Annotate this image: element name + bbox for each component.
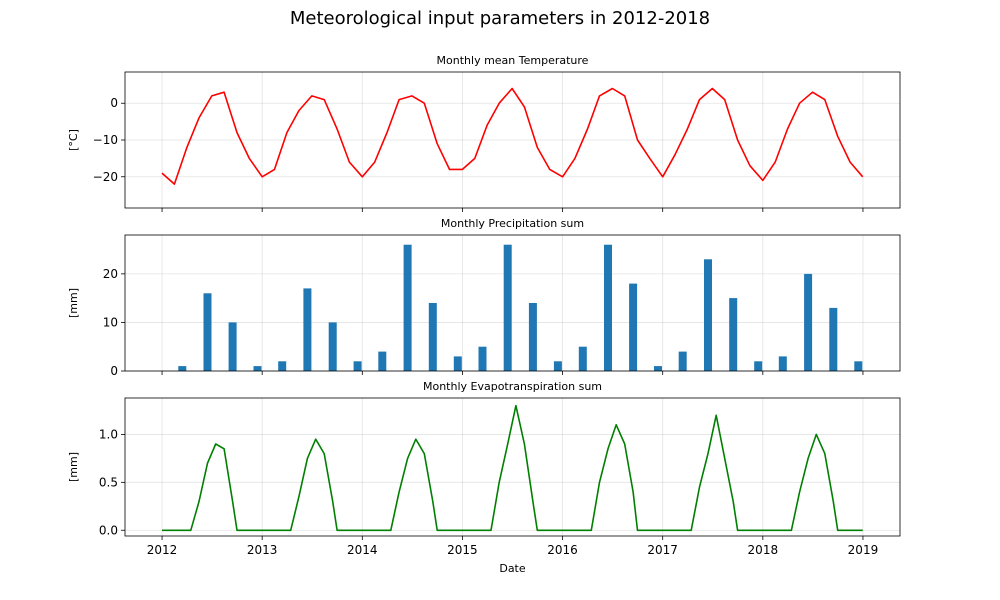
panel2-ylabel: [mm] — [67, 288, 80, 318]
panel2-bar — [854, 361, 863, 371]
panel2-bar — [203, 293, 212, 371]
panel2-ytick-label: 20 — [103, 267, 118, 281]
panel2-bar — [578, 346, 587, 371]
panel2-bar — [678, 351, 687, 371]
panel2-bar — [778, 356, 787, 371]
panel2-frame — [124, 234, 901, 372]
panel1-title: Monthly mean Temperature — [437, 54, 589, 67]
panel2-bar — [604, 244, 612, 371]
panel3-xtick-label: 2019 — [848, 543, 879, 557]
panel2-bar — [729, 298, 738, 371]
figure-title: Meteorological input parameters in 2012-… — [289, 8, 711, 29]
panel2-bar — [704, 259, 712, 371]
panel2-bar — [278, 361, 287, 371]
panel3-series-line — [162, 404, 863, 532]
panel2-bar — [453, 356, 462, 371]
panel1-series-line — [161, 87, 864, 185]
panel3-xtick-label: 2015 — [447, 543, 478, 557]
panel3-ytick-label: 1.0 — [99, 427, 118, 441]
panel2-bar — [478, 346, 487, 371]
panel2-ytick-label: 0 — [110, 364, 118, 378]
panel2-bar — [328, 322, 337, 371]
panel2-title: Monthly Precipitation sum — [441, 217, 584, 230]
panel1-ytick-label: 0 — [110, 96, 118, 110]
panel3-xlabel: Date — [499, 562, 526, 575]
panel2-bar — [553, 361, 562, 371]
panel2-bar — [228, 322, 237, 371]
panel2-bar — [178, 366, 187, 371]
panel2-bar — [253, 366, 262, 371]
panel3-xtick-label: 2018 — [748, 543, 779, 557]
panel3-xtick-label: 2016 — [547, 543, 578, 557]
panel3-title: Monthly Evapotranspiration sum — [423, 380, 602, 393]
panel3-xtick-label: 2013 — [247, 543, 278, 557]
panel3-xtick-label: 2014 — [347, 543, 378, 557]
panel3-xtick-label: 2012 — [147, 543, 178, 557]
panel3-ylabel: [mm] — [67, 452, 80, 482]
panel2-bar — [654, 366, 662, 371]
panel3-frame — [124, 397, 901, 537]
panel1-ylabel: [°C] — [67, 129, 80, 151]
panel3-ytick-label: 0.0 — [99, 523, 118, 537]
panel2-bar — [303, 288, 312, 371]
panel2-bar — [353, 361, 362, 371]
panel2-bar — [804, 273, 813, 371]
panel2-bar — [503, 244, 512, 371]
panel2-bar — [829, 307, 838, 371]
panel2-bar — [528, 303, 537, 371]
panel2-bar — [428, 303, 437, 371]
panel3-xtick-label: 2017 — [647, 543, 678, 557]
panel1-ytick-label: −20 — [93, 170, 118, 184]
panel2-bar — [754, 361, 763, 371]
panel2-ytick-label: 10 — [103, 315, 118, 329]
panel2-bar — [403, 244, 412, 371]
panel2-bar — [378, 351, 387, 371]
panel3-ytick-label: 0.5 — [99, 475, 118, 489]
panel2-bar — [629, 283, 638, 371]
panel1-ytick-label: −10 — [93, 133, 118, 147]
